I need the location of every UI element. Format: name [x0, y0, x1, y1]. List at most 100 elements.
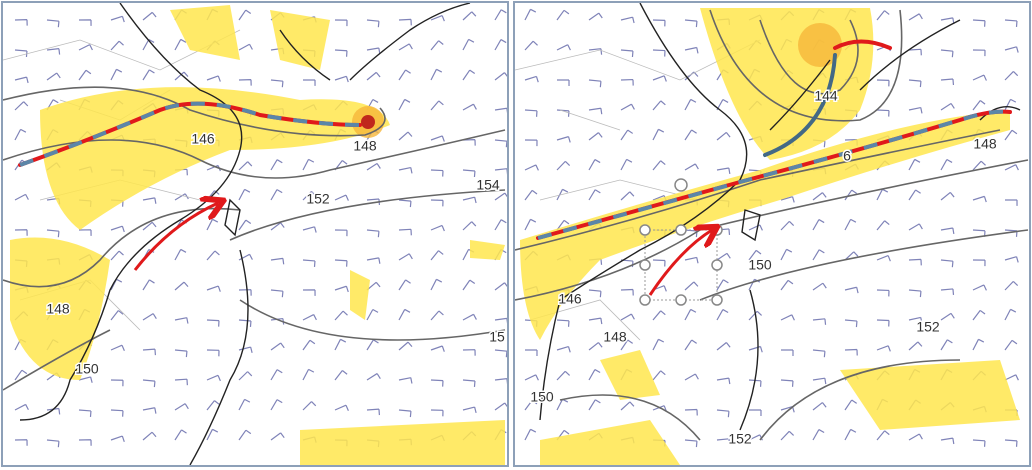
- wind-barb: [876, 188, 889, 201]
- contour-label: 146: [558, 291, 582, 307]
- wind-barb: [462, 313, 477, 321]
- wind-barb: [430, 169, 444, 177]
- contour-label: 148: [973, 136, 997, 152]
- wind-barb: [462, 221, 477, 231]
- wind-barb: [494, 107, 507, 114]
- wind-barb: [620, 313, 635, 321]
- wind-barb: [1004, 199, 1018, 206]
- wind-barb: [972, 309, 986, 321]
- wind-barb: [174, 403, 189, 411]
- wind-barb: [940, 339, 953, 351]
- wind-barb: [972, 284, 987, 291]
- wind-barb: [524, 428, 537, 441]
- wind-barb: [302, 158, 315, 171]
- wind-barb: [334, 259, 348, 267]
- wind-barb: [142, 407, 157, 414]
- wind-barb: [844, 348, 858, 356]
- wind-barb: [462, 379, 476, 388]
- wind-barb: [142, 313, 157, 321]
- wind-barb: [1004, 374, 1019, 381]
- wind-barb: [462, 406, 477, 414]
- wind-barb: [462, 69, 476, 81]
- wind-barb: [972, 195, 987, 203]
- wind-barb: [524, 374, 539, 381]
- wind-barb: [940, 49, 954, 58]
- wind-barb: [430, 310, 444, 321]
- wind-barb: [524, 109, 538, 117]
- wind-barb: [366, 308, 379, 321]
- wind-barb: [302, 259, 316, 267]
- wind-barb: [780, 220, 795, 231]
- wind-barb: [302, 191, 317, 201]
- wind-barb: [430, 379, 444, 387]
- wind-barb: [588, 159, 601, 171]
- wind-barb: [876, 10, 890, 21]
- wind-barb: [430, 278, 443, 291]
- wind-barb: [780, 248, 793, 261]
- wind-barb: [876, 319, 890, 327]
- contour-labels: 146 148 154 152 148 150 15 144 6 148 150 146 148 152 1…: [45, 86, 999, 448]
- wind-barb: [908, 106, 923, 114]
- contour-label: 154: [476, 177, 500, 193]
- coastline: [19, 3, 471, 465]
- wind-barb: [812, 219, 825, 231]
- contour-label: 152: [916, 319, 940, 335]
- wind-barb: [588, 369, 601, 381]
- wind-barb: [524, 189, 538, 201]
- wind-barb: [940, 78, 955, 86]
- wind-barb: [398, 166, 413, 174]
- wind-barb: [1004, 339, 1018, 351]
- wind-barb: [398, 377, 413, 384]
- wind-barb: [78, 376, 93, 383]
- wind-barb: [940, 437, 955, 445]
- wind-barb: [972, 49, 986, 57]
- wind-barb: [46, 229, 60, 238]
- wind-barb: [334, 229, 348, 237]
- wind-barb: [556, 9, 570, 21]
- wind-barb: [334, 19, 348, 27]
- wind-barb: [238, 79, 252, 86]
- wind-barb: [684, 129, 697, 141]
- wind-barb: [494, 9, 507, 21]
- wind-barb: [334, 75, 349, 83]
- wind-barb: [238, 43, 253, 51]
- jet-axis-dash: [19, 101, 361, 167]
- wind-barb: [652, 259, 666, 267]
- wind-barb: [494, 377, 507, 385]
- wind-barb: [270, 399, 283, 411]
- wind-barb: [716, 252, 731, 261]
- wind-barb: [524, 399, 538, 411]
- wind-barb: [1004, 164, 1019, 171]
- wind-barb: [398, 43, 413, 51]
- wind-barb: [110, 310, 124, 321]
- wind-barb: [494, 349, 507, 358]
- wind-barb: [398, 18, 412, 26]
- wind-barb: [238, 188, 251, 201]
- wind-barb: [494, 282, 507, 291]
- wind-barb: [780, 196, 795, 203]
- wind-barb: [462, 11, 477, 21]
- jet-axis-dash: [537, 109, 1011, 240]
- wind-barb: [206, 285, 221, 292]
- wind-barb: [174, 281, 189, 291]
- wind-barb: [494, 317, 507, 324]
- wind-barb: [462, 279, 476, 291]
- wind-barb: [78, 69, 92, 81]
- wind-barb: [14, 439, 28, 446]
- wind-barb: [270, 289, 284, 298]
- wind-barb: [652, 75, 667, 82]
- wind-barb: [462, 38, 475, 51]
- wind-barb: [430, 409, 444, 417]
- wind-barb: [524, 218, 537, 231]
- wind-barb: [620, 339, 633, 351]
- wind-barb: [844, 428, 857, 441]
- wind-barb: [494, 219, 507, 231]
- wind-barb: [334, 194, 349, 201]
- wind-barb: [940, 227, 955, 235]
- wind-barb: [1004, 256, 1019, 263]
- wind-barb: [206, 75, 221, 82]
- wind-barb: [780, 379, 794, 387]
- wind-barb: [238, 9, 252, 21]
- wind-barb: [174, 38, 187, 51]
- wind-barb: [652, 49, 666, 57]
